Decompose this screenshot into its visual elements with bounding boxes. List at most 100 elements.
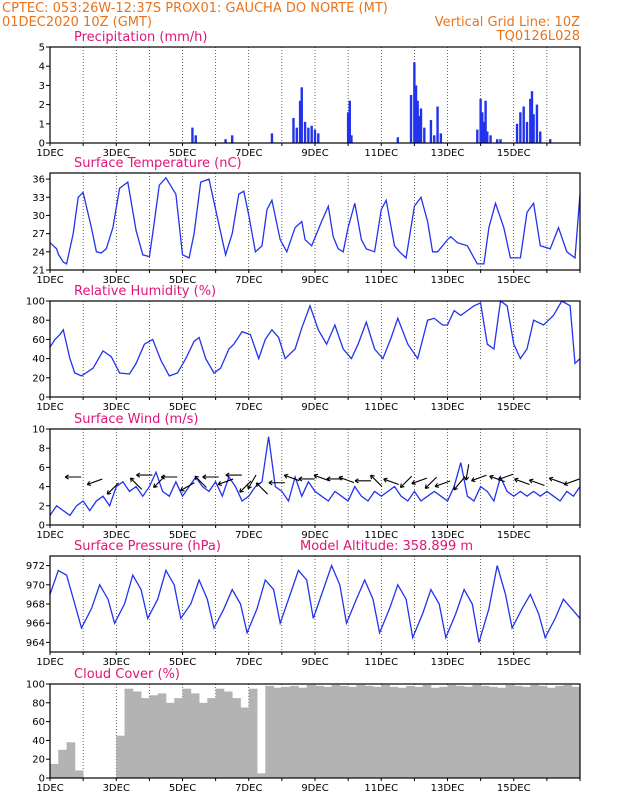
panel-title-pressure: Surface Pressure (hPa) (74, 539, 221, 554)
xtick-label: 3DEC (103, 402, 130, 413)
cloud-bar (480, 685, 490, 778)
wind-arrow-head (548, 476, 554, 482)
xtick-label: 3DEC (103, 783, 130, 794)
wind-arrow (400, 475, 413, 488)
cloud-bar (223, 691, 233, 778)
precip-bar (419, 108, 423, 143)
precip-bar (519, 112, 522, 143)
cloud-bar (141, 698, 150, 778)
ytick-label: 0 (39, 774, 45, 785)
wind-arrow-head (497, 476, 502, 482)
wind-arrow-head (225, 472, 230, 478)
precip-bar (439, 133, 443, 143)
wind-arrow (549, 477, 565, 485)
ytick-label: 80 (32, 698, 45, 709)
xtick-label: 5DEC (169, 783, 196, 794)
wind-arrow (106, 482, 119, 495)
cloud-bar (116, 735, 125, 778)
xtick-label: 15DEC (497, 783, 531, 794)
cloud-bar (149, 695, 159, 778)
temp-series-line (49, 176, 581, 265)
xtick-label: 11DEC (364, 783, 398, 794)
xtick-label: 1DEC (36, 657, 63, 668)
wind-arrow (411, 477, 428, 485)
xtick-label: 13DEC (431, 148, 465, 159)
precip-bar (515, 123, 519, 143)
xtick-label: 7DEC (235, 657, 262, 668)
xtick-label: 1DEC (36, 530, 63, 541)
wind-arrow-head (194, 475, 200, 481)
panel-title-temp: Surface Temperature (nC) (74, 156, 242, 171)
humidity-series-line (49, 299, 581, 377)
wind-arrow-head (202, 474, 207, 480)
precip-bar (429, 119, 433, 143)
precip-bar (532, 114, 535, 143)
cloud-bar (455, 685, 465, 778)
wind-arrow (239, 480, 252, 493)
cloud-bar (555, 685, 564, 778)
xtick-label: 7DEC (235, 148, 262, 159)
ytick-label: 21 (32, 266, 45, 277)
precip-bar (414, 85, 418, 143)
xtick-label: 11DEC (364, 402, 398, 413)
xtick-label: 5DEC (169, 657, 196, 668)
ytick-label: 968 (26, 600, 45, 611)
wind-arrow-head (313, 473, 319, 479)
cloud-bar (50, 763, 59, 778)
xtick-label: 11DEC (364, 530, 398, 541)
wind-arrow-head (489, 474, 494, 480)
wind-arrow (471, 474, 487, 482)
xtick-label: 9DEC (301, 783, 328, 794)
cloud-bar (397, 687, 407, 778)
wind-arrow (434, 480, 451, 487)
cloud-bar (273, 687, 283, 778)
wind-arrow-head (239, 488, 244, 493)
precip-bar (433, 135, 436, 143)
precip-bar (307, 127, 310, 143)
precip-bar (495, 139, 499, 143)
xtick-label: 5DEC (169, 148, 196, 159)
cloud-bar (430, 687, 440, 778)
cloud-bar (199, 702, 208, 778)
precip-bar (295, 127, 298, 143)
panel-title-wind: Surface Wind (m/s) (74, 412, 198, 427)
xtick-label: 15DEC (497, 275, 531, 286)
cloud-bar (464, 686, 473, 778)
precip-bar (292, 118, 295, 143)
ytick-label: 80 (32, 316, 45, 327)
ytick-label: 20 (32, 373, 45, 384)
wind-arrow-head (424, 484, 430, 489)
wind-arrow-head (153, 483, 158, 488)
precip-bar (310, 125, 313, 143)
ytick-label: 972 (26, 561, 45, 572)
wind-arrow (313, 474, 330, 482)
xtick-label: 3DEC (103, 275, 130, 286)
xtick-label: 5DEC (169, 530, 196, 541)
precip-bar (303, 121, 307, 143)
xtick-label: 7DEC (235, 530, 262, 541)
wind-arrow-head (453, 485, 458, 491)
cloud-bar (339, 685, 349, 778)
precip-bar (548, 139, 552, 143)
panel-title-humidity: Relative Humidity (%) (74, 284, 216, 299)
xtick-label: 13DEC (431, 275, 465, 286)
pressure-series-line (49, 563, 581, 643)
cloud-bar (232, 698, 241, 778)
xtick-label: 7DEC (235, 275, 262, 286)
cloud-bar (497, 687, 506, 778)
cloud-bar (389, 686, 399, 778)
wind-arrow (255, 482, 269, 495)
precip-bar (300, 87, 303, 143)
cloud-bar (323, 686, 332, 778)
model-altitude: Model Altitude: 358.899 m (300, 539, 473, 554)
cloud-bar (331, 684, 341, 778)
xtick-label: 1DEC (36, 402, 63, 413)
xtick-label: 1DEC (36, 783, 63, 794)
cloud-bar (372, 686, 382, 778)
ytick-label: 5 (39, 43, 45, 54)
precip-bar (416, 100, 419, 143)
wind-arrow-head (106, 490, 112, 495)
precip-bar (539, 131, 542, 143)
xtick-label: 15DEC (497, 148, 531, 159)
